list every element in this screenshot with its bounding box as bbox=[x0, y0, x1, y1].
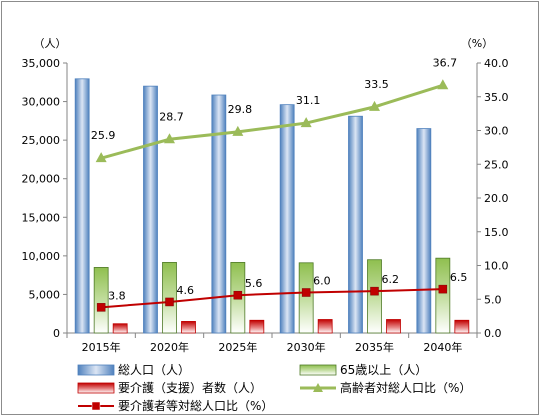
care-ratio-label: 3.8 bbox=[108, 289, 126, 302]
legend-label-65-over: 65歳以上（人） bbox=[340, 363, 427, 377]
y-left-tick-label: 5,000 bbox=[29, 288, 61, 301]
care-ratio-point bbox=[301, 288, 311, 297]
elderly-ratio-label: 28.7 bbox=[159, 110, 184, 123]
care-recipients-bar bbox=[386, 319, 401, 334]
y-right-tick-label: 0.0 bbox=[484, 327, 502, 340]
y-left-tick-label: 15,000 bbox=[22, 211, 61, 224]
y-left-tick-label: 25,000 bbox=[22, 134, 61, 147]
care-recipients-bar bbox=[112, 323, 128, 334]
legend-label-care-recipients: 要介護（支援）者数（人） bbox=[118, 380, 262, 395]
y-left-tick-label: 10,000 bbox=[22, 250, 61, 263]
x-tick-label: 2030年 bbox=[287, 340, 326, 354]
y-right-unit: （%） bbox=[461, 37, 493, 50]
care-ratio-point bbox=[370, 286, 379, 296]
65-over-bar bbox=[435, 257, 451, 334]
65-over-bar bbox=[367, 259, 382, 334]
care-recipients-bar bbox=[454, 319, 470, 334]
x-tick-label: 2025年 bbox=[218, 340, 257, 354]
y-right-tick-label: 20.0 bbox=[484, 192, 509, 205]
legend: 総人口（人） 65歳以上（人） 要介護（支援）者数（人） 高齢者対総人口比（%）… bbox=[77, 363, 471, 413]
care-ratio-label: 6.2 bbox=[382, 273, 400, 286]
elderly-ratio-label: 36.7 bbox=[433, 56, 458, 69]
elderly-ratio-point bbox=[164, 133, 175, 144]
legend-item-care-recipients: 要介護（支援）者数（人） bbox=[77, 380, 262, 395]
legend-item-total-population: 総人口（人） bbox=[77, 363, 190, 377]
y-right-tick-label: 5.0 bbox=[484, 293, 502, 306]
y-left-tick-label: 0 bbox=[53, 327, 60, 340]
y-right-tick-label: 25.0 bbox=[484, 158, 509, 171]
x-tick-label: 2040年 bbox=[423, 340, 462, 354]
data-labels: 25.9 28.7 29.8 31.1 33.5 36.7 3.8 4.6 5.6 6.0 6.2 6… bbox=[91, 56, 467, 302]
care-recipients-bar bbox=[181, 321, 196, 334]
legend-item-care-ratio: 要介護者等対総人口比（%） bbox=[78, 398, 273, 413]
elderly-ratio-point bbox=[437, 79, 449, 90]
legend-label-elderly-ratio: 高齢者対総人口比（%） bbox=[340, 380, 471, 395]
bars bbox=[74, 78, 470, 334]
x-tick-label: 2035年 bbox=[355, 340, 394, 354]
total-population-bar bbox=[143, 85, 158, 334]
total-population-bar bbox=[74, 78, 90, 334]
care-recipients-bar bbox=[249, 319, 265, 334]
care-ratio-point bbox=[165, 297, 174, 307]
y-right-tick-label: 40.0 bbox=[484, 57, 509, 70]
care-ratio-line bbox=[101, 288, 443, 309]
65-over-bar bbox=[93, 267, 109, 334]
lines bbox=[95, 79, 449, 312]
care-ratio-point bbox=[96, 303, 106, 312]
y-right-tick-label: 15.0 bbox=[484, 226, 509, 239]
elderly-ratio-point bbox=[95, 152, 107, 163]
legend-item-65-over: 65歳以上（人） bbox=[299, 363, 427, 377]
care-recipients-bar bbox=[317, 319, 333, 334]
total-population-bar bbox=[416, 128, 432, 334]
care-ratio-point bbox=[438, 284, 448, 294]
elderly-ratio-line bbox=[100, 83, 444, 160]
elderly-ratio-point bbox=[369, 100, 380, 111]
65-over-bar bbox=[298, 262, 314, 334]
elderly-ratio-label: 29.8 bbox=[228, 103, 253, 116]
care-ratio-label: 5.6 bbox=[245, 277, 262, 290]
care-ratio-label: 4.6 bbox=[177, 284, 195, 297]
y-right-ticks: 0.0 5.0 10.0 15.0 20.0 25.0 30.0 35.0 40.0 bbox=[477, 57, 509, 340]
elderly-ratio-point bbox=[300, 117, 312, 128]
x-tick-label: 2015年 bbox=[82, 340, 121, 354]
legend-label-care-ratio: 要介護者等対総人口比（%） bbox=[118, 398, 273, 413]
y-left-tick-label: 30,000 bbox=[22, 96, 61, 109]
care-ratio-label: 6.5 bbox=[450, 271, 468, 284]
care-ratio-label: 6.0 bbox=[313, 275, 331, 288]
y-left-tick-label: 35,000 bbox=[22, 57, 61, 70]
elderly-ratio-label: 33.5 bbox=[364, 78, 389, 91]
elderly-ratio-label: 25.9 bbox=[91, 129, 116, 142]
y-left-tick-label: 20,000 bbox=[22, 173, 61, 186]
elderly-ratio-point bbox=[232, 125, 244, 136]
total-population-bar bbox=[279, 104, 295, 334]
y-left-unit: （人） bbox=[34, 37, 67, 50]
y-right-tick-label: 30.0 bbox=[484, 125, 509, 138]
y-left-ticks: 0 5,000 10,000 15,000 20,000 25,000 30,000 35,0… bbox=[22, 57, 67, 340]
legend-label-total-population: 総人口（人） bbox=[118, 363, 190, 377]
legend-item-elderly-ratio: 高齢者対総人口比（%） bbox=[300, 380, 471, 395]
care-ratio-point bbox=[233, 290, 243, 300]
total-population-bar bbox=[348, 115, 363, 334]
x-ticks: 2015年 2020年 2025年 2030年 2035年 2040年 bbox=[66, 333, 478, 354]
y-right-tick-label: 10.0 bbox=[484, 260, 509, 273]
total-population-bar bbox=[211, 94, 227, 334]
y-right-tick-label: 35.0 bbox=[484, 91, 509, 104]
elderly-ratio-label: 31.1 bbox=[296, 94, 321, 107]
x-tick-label: 2020年 bbox=[150, 340, 189, 354]
